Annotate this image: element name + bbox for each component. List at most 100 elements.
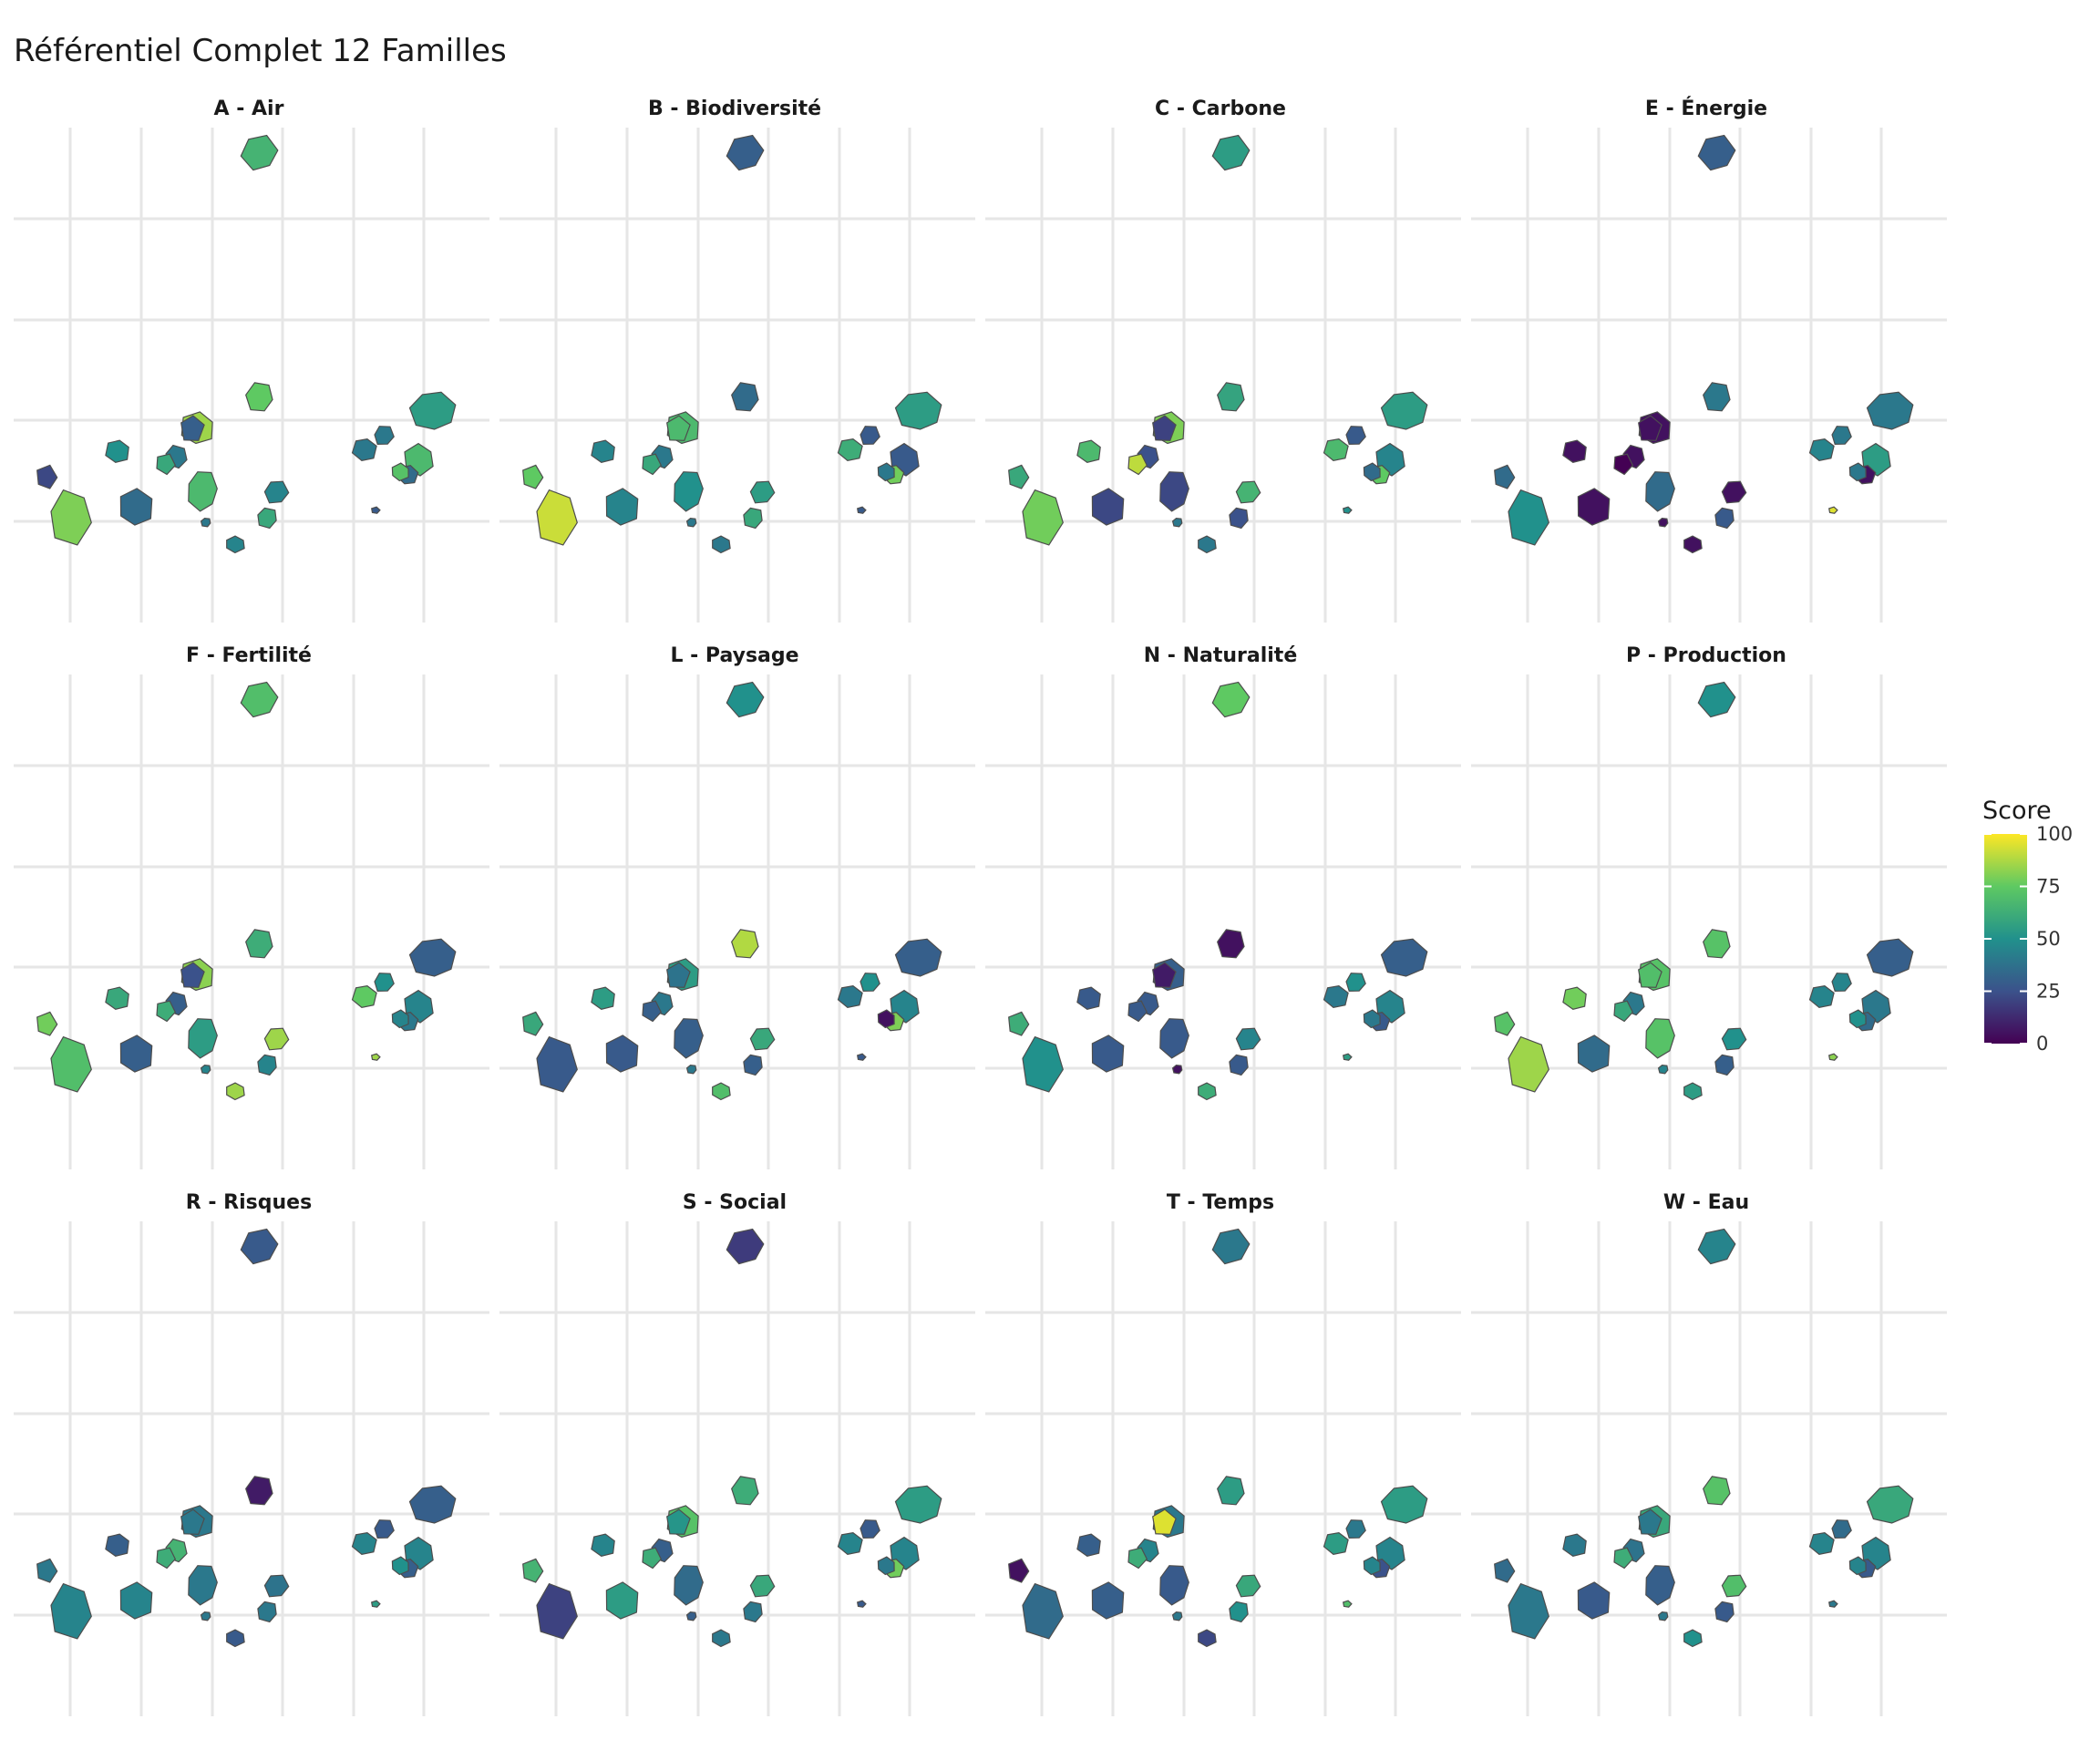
region-r08[interactable] (642, 1547, 663, 1570)
region-r22[interactable] (1229, 1601, 1249, 1623)
region-r16[interactable] (1703, 1476, 1731, 1506)
region-r16[interactable] (731, 1476, 759, 1506)
region-r13[interactable] (374, 426, 395, 446)
region-r13[interactable] (860, 973, 880, 993)
region-r20[interactable] (877, 1556, 895, 1576)
region-r17[interactable] (1683, 1082, 1703, 1101)
region-r01[interactable] (240, 1228, 279, 1265)
region-r12[interactable] (1323, 438, 1349, 461)
region-r03[interactable] (605, 488, 639, 526)
region-r03[interactable] (605, 1581, 639, 1620)
region-r10[interactable] (263, 1027, 290, 1051)
region-r19[interactable] (200, 1611, 211, 1621)
region-r03[interactable] (119, 1035, 153, 1073)
region-r22[interactable] (257, 1601, 277, 1623)
region-r02[interactable] (536, 489, 578, 546)
region-r03[interactable] (1091, 488, 1125, 526)
region-r22[interactable] (1714, 507, 1735, 530)
region-r17[interactable] (226, 1629, 245, 1648)
region-r02[interactable] (536, 1035, 578, 1093)
region-r08[interactable] (1613, 453, 1634, 476)
region-r08[interactable] (156, 1000, 177, 1023)
region-r20[interactable] (1363, 1556, 1381, 1576)
region-r13[interactable] (860, 1519, 880, 1539)
region-r13[interactable] (374, 973, 395, 993)
region-r20[interactable] (877, 1009, 895, 1029)
region-r17[interactable] (1198, 1629, 1217, 1648)
region-r11[interactable] (36, 1558, 58, 1583)
region-r19[interactable] (200, 517, 211, 528)
region-r17[interactable] (712, 535, 731, 554)
region-r03[interactable] (1577, 488, 1611, 526)
region-r22[interactable] (1714, 1601, 1735, 1623)
region-r08[interactable] (156, 453, 177, 476)
region-r18[interactable] (894, 391, 942, 430)
region-r11[interactable] (1008, 464, 1030, 489)
region-r12[interactable] (351, 984, 377, 1008)
region-r18[interactable] (408, 1485, 457, 1524)
region-r12[interactable] (1808, 1531, 1835, 1555)
region-r02[interactable] (1022, 1035, 1064, 1093)
region-r10[interactable] (263, 480, 290, 504)
region-r22[interactable] (257, 1054, 277, 1076)
region-r22[interactable] (257, 507, 277, 530)
region-r22[interactable] (1229, 507, 1249, 530)
region-r21[interactable] (371, 1600, 381, 1608)
region-r08[interactable] (1127, 453, 1148, 476)
region-r17[interactable] (226, 535, 245, 554)
region-r08[interactable] (1613, 1000, 1634, 1023)
region-r13[interactable] (1831, 1519, 1852, 1539)
region-r08[interactable] (1127, 1547, 1148, 1570)
region-r02[interactable] (1508, 489, 1549, 546)
region-r11[interactable] (1008, 1011, 1030, 1036)
region-r02[interactable] (50, 1035, 92, 1093)
region-r12[interactable] (1808, 984, 1835, 1008)
region-r04[interactable] (1159, 471, 1189, 512)
region-r02[interactable] (1022, 489, 1064, 546)
region-r07[interactable] (180, 1508, 205, 1535)
region-r07[interactable] (1152, 1508, 1177, 1535)
region-r09[interactable] (105, 1533, 129, 1557)
region-r01[interactable] (240, 134, 279, 171)
region-r04[interactable] (1645, 1018, 1675, 1059)
region-r03[interactable] (605, 1035, 639, 1073)
region-r04[interactable] (674, 471, 704, 512)
region-r02[interactable] (1508, 1035, 1549, 1093)
region-r20[interactable] (391, 1556, 409, 1576)
region-r11[interactable] (1494, 1011, 1516, 1036)
region-r09[interactable] (105, 986, 129, 1010)
region-r11[interactable] (36, 464, 58, 489)
region-r12[interactable] (837, 1531, 863, 1555)
region-r11[interactable] (1008, 1558, 1030, 1583)
region-r02[interactable] (50, 489, 92, 546)
region-r19[interactable] (200, 1064, 211, 1075)
region-r16[interactable] (1703, 929, 1731, 959)
region-r09[interactable] (1076, 1533, 1101, 1557)
region-r20[interactable] (877, 462, 895, 482)
region-r01[interactable] (1697, 1228, 1736, 1265)
region-r19[interactable] (1171, 1064, 1183, 1075)
region-r09[interactable] (1562, 1533, 1587, 1557)
region-r20[interactable] (1848, 1009, 1867, 1029)
region-r18[interactable] (1380, 938, 1428, 977)
region-r01[interactable] (726, 1228, 765, 1265)
region-r10[interactable] (1235, 480, 1261, 504)
region-r19[interactable] (1657, 1611, 1669, 1621)
region-r12[interactable] (351, 1531, 377, 1555)
region-r04[interactable] (188, 1018, 218, 1059)
region-r12[interactable] (351, 438, 377, 461)
region-r20[interactable] (1848, 1556, 1867, 1576)
region-r07[interactable] (180, 415, 205, 441)
region-r13[interactable] (1831, 973, 1852, 993)
region-r19[interactable] (685, 517, 697, 528)
region-r18[interactable] (894, 938, 942, 977)
region-r22[interactable] (1714, 1054, 1735, 1076)
region-r20[interactable] (391, 1009, 409, 1029)
region-r18[interactable] (894, 1485, 942, 1524)
region-r09[interactable] (1562, 986, 1587, 1010)
region-r04[interactable] (1645, 1565, 1675, 1606)
region-r18[interactable] (1866, 1485, 1914, 1524)
region-r08[interactable] (156, 1547, 177, 1570)
region-r21[interactable] (1343, 1053, 1353, 1061)
region-r04[interactable] (674, 1018, 704, 1059)
